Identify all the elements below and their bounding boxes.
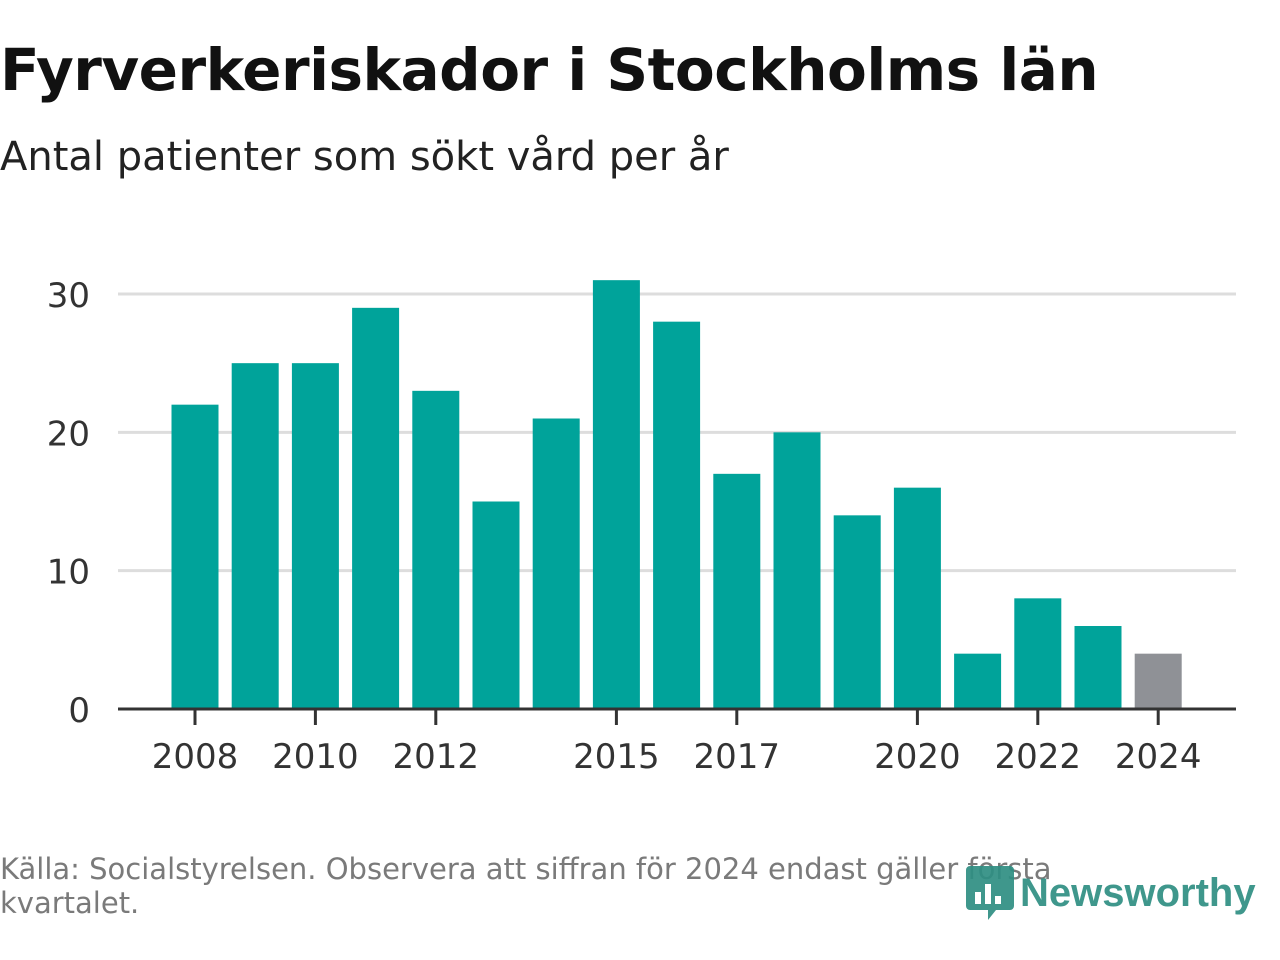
y-tick-label: 0 xyxy=(68,691,90,731)
newsworthy-logo-icon xyxy=(966,866,1014,920)
bar-2018[interactable] xyxy=(773,432,821,709)
chart-title: Fyrverkeriskador i Stockholms län xyxy=(0,36,1099,104)
chart-subtitle: Antal patienter som sökt vård per år xyxy=(0,134,729,180)
x-tick-label: 2017 xyxy=(694,737,781,777)
bar-chart: 0 10 20 30 2008 2010 2012 2015 2017 2020 2022 2024 xyxy=(47,276,1236,777)
bar-2022[interactable] xyxy=(1014,598,1062,709)
x-tick-label: 2024 xyxy=(1115,737,1202,777)
bar-2009[interactable] xyxy=(231,363,279,709)
bar-2013[interactable] xyxy=(472,501,520,710)
x-tick-label: 2008 xyxy=(152,737,239,777)
bar-2024[interactable] xyxy=(1134,653,1182,709)
x-tick-label: 2020 xyxy=(874,737,961,777)
bar-2008[interactable] xyxy=(171,404,219,709)
x-tick-label: 2012 xyxy=(393,737,480,777)
bar-2011[interactable] xyxy=(352,307,400,709)
y-tick-label: 20 xyxy=(47,414,90,454)
bar-2020[interactable] xyxy=(893,487,941,709)
bar-2014[interactable] xyxy=(532,418,580,710)
bar-2016[interactable] xyxy=(653,321,701,709)
brand-logo[interactable]: Newsworthy xyxy=(964,862,1256,924)
x-tick-label: 2010 xyxy=(272,737,359,777)
y-tick-label: 10 xyxy=(47,553,90,593)
bar-2023[interactable] xyxy=(1074,626,1122,709)
x-tick-label: 2015 xyxy=(573,737,660,777)
source-note: Källa: Socialstyrelsen. Observera att si… xyxy=(0,852,1052,920)
bar-2015[interactable] xyxy=(592,280,640,709)
bar-2017[interactable] xyxy=(713,473,761,709)
x-tick-label: 2022 xyxy=(995,737,1082,777)
bar-2019[interactable] xyxy=(833,515,881,709)
brand-name: Newsworthy xyxy=(1020,870,1256,915)
bars xyxy=(171,280,1182,710)
axes: 0 10 20 30 2008 2010 2012 2015 2017 2020 2022 2024 xyxy=(47,276,1236,777)
bar-2012[interactable] xyxy=(412,390,460,709)
bar-2021[interactable] xyxy=(954,653,1002,709)
y-tick-label: 30 xyxy=(47,276,90,316)
bar-2010[interactable] xyxy=(291,363,339,709)
